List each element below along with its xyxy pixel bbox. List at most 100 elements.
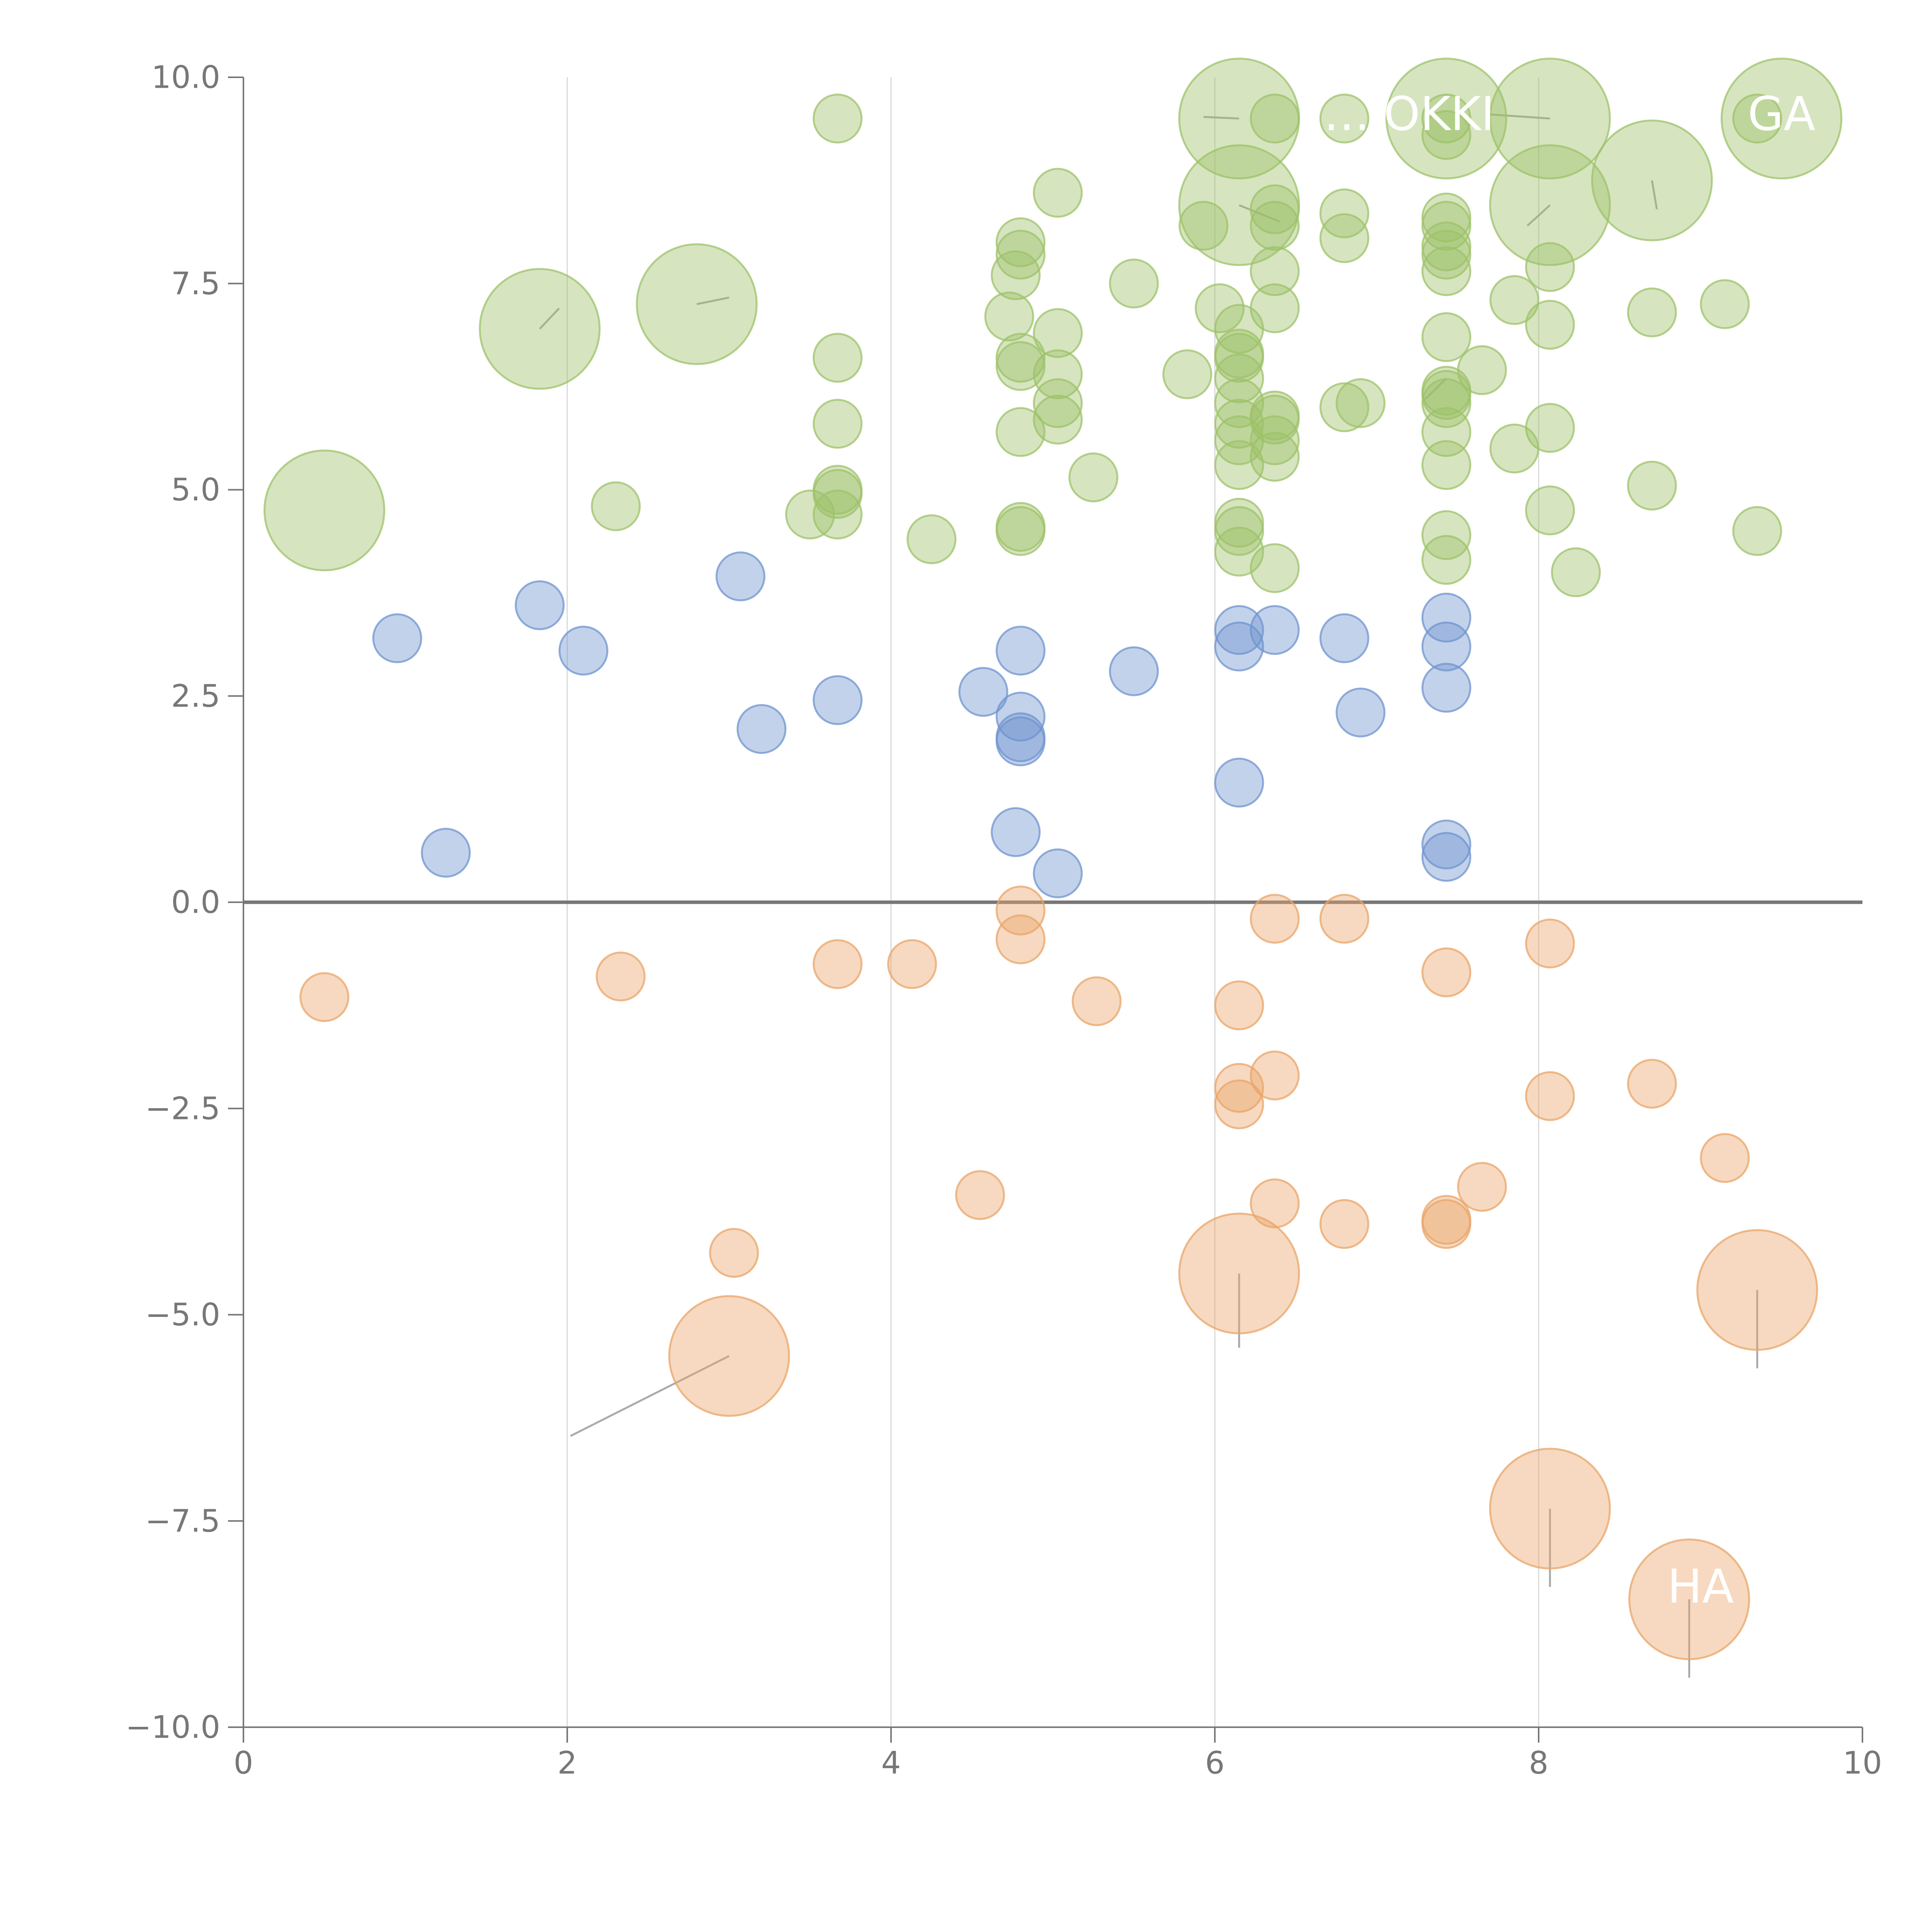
high-bubble (1489, 144, 1611, 266)
mid-bubble (736, 704, 787, 754)
leader-line (696, 296, 730, 305)
low-bubble (1627, 1059, 1677, 1109)
leader-line (1490, 113, 1550, 120)
mid-bubble (995, 716, 1046, 767)
high-bubble (1250, 432, 1300, 482)
leader-line (1238, 204, 1280, 223)
x-tick-label: 2 (558, 1745, 577, 1781)
high-bubble (995, 341, 1046, 391)
high-bubble (1525, 485, 1575, 536)
high-bubble (813, 469, 863, 519)
x-tick-label: 6 (1205, 1745, 1225, 1781)
low-bubble (668, 1295, 790, 1417)
low-bubble (995, 885, 1046, 935)
high-bubble (1489, 423, 1539, 474)
y-tick-label: 0.0 (171, 884, 220, 920)
point-label: GA (1748, 88, 1815, 141)
mid-bubble (421, 828, 471, 878)
high-bubble (1421, 440, 1471, 490)
low-bubble (1214, 1063, 1264, 1113)
mid-bubble (1421, 621, 1471, 672)
high-bubble (995, 217, 1046, 267)
tick-labels: 10.0 7.5 5.0 2.5 0.0 −2.5 −5.0 −7.5 −10.0 0 2 4 6 8 10 (126, 60, 1882, 1781)
mid-bubble (1421, 592, 1471, 643)
high-bubble (1627, 461, 1677, 511)
high-bubble (1335, 378, 1386, 428)
high-bubble (1421, 110, 1471, 160)
high-bubble (1721, 58, 1842, 180)
low-bubble (1178, 1213, 1300, 1335)
low-bubble (955, 1170, 1005, 1220)
low-bubble (1489, 1447, 1611, 1570)
high-bubble (1525, 242, 1575, 292)
high-bubble (1033, 378, 1083, 428)
high-bubble (906, 514, 957, 565)
high-bubble (1109, 259, 1159, 309)
leader-line (1526, 204, 1551, 227)
high-bubble (1421, 246, 1471, 296)
high-bubble (1421, 201, 1471, 251)
mid-bubble (715, 551, 765, 602)
low-bubble (1525, 1071, 1575, 1121)
low-bubble (1628, 1538, 1750, 1660)
low-bubble (1700, 1133, 1750, 1183)
high-bubble (813, 399, 863, 449)
high-bubble (1319, 94, 1369, 144)
high-bubble (1033, 349, 1083, 400)
mid-bubble (1319, 613, 1369, 663)
low-bubble (1457, 1162, 1507, 1212)
mid-bubble (813, 675, 863, 725)
y-tick-label: −5.0 (145, 1297, 220, 1333)
leader-line (1424, 378, 1447, 400)
low-bubble (1071, 976, 1122, 1026)
x-tick-label: 4 (881, 1745, 901, 1781)
high-bubble (1700, 279, 1750, 329)
low-bubble (299, 972, 349, 1022)
low-bubble (887, 939, 937, 989)
y-tick-label: 7.5 (171, 265, 220, 301)
low-bubble (1421, 1199, 1471, 1249)
y-tick-label: 5.0 (171, 472, 220, 508)
high-bubble (1627, 287, 1677, 337)
mid-bubble (515, 580, 565, 630)
high-bubble (1732, 506, 1782, 556)
high-bubble (1421, 378, 1471, 428)
high-bubble (1732, 94, 1782, 144)
high-bubble (1179, 201, 1229, 251)
high-bubble (479, 268, 601, 390)
y-tick-label: −7.5 (145, 1503, 220, 1539)
high-bubble (1250, 543, 1300, 593)
high-bubble (1525, 300, 1575, 350)
mid-bubble (1033, 848, 1083, 898)
mid-bubble (1421, 663, 1471, 713)
low-bubble (1214, 1079, 1264, 1129)
high-bubble (813, 333, 863, 383)
high-bubble (1214, 333, 1264, 383)
leader-line (539, 308, 560, 330)
low-bubble (1696, 1229, 1818, 1351)
high-bubble (1591, 119, 1713, 242)
high-bubble (1551, 547, 1601, 597)
low-bubble (1319, 1199, 1369, 1249)
high-bubble (636, 243, 758, 365)
leader-line (1651, 180, 1658, 210)
y-tick-label: 2.5 (171, 678, 220, 714)
high-bubble (984, 291, 1034, 342)
low-bubble (709, 1228, 759, 1278)
high-bubble (1162, 349, 1213, 400)
mid-bubble (995, 626, 1046, 676)
point-labels: …JOKKI GA HA (1323, 88, 1815, 1614)
high-bubble (264, 449, 385, 571)
high-bubble (1178, 144, 1300, 266)
point-label: …JOKKI (1323, 88, 1495, 141)
high-bubble (995, 230, 1046, 280)
low-bubble (1250, 894, 1300, 944)
low-bubble (1421, 947, 1471, 997)
bubbles (264, 58, 1842, 1660)
low-bubble (1250, 1178, 1300, 1228)
high-bubble (1068, 452, 1119, 502)
high-bubble (995, 407, 1046, 457)
point-label: HA (1667, 1560, 1734, 1614)
high-bubble (785, 490, 835, 540)
